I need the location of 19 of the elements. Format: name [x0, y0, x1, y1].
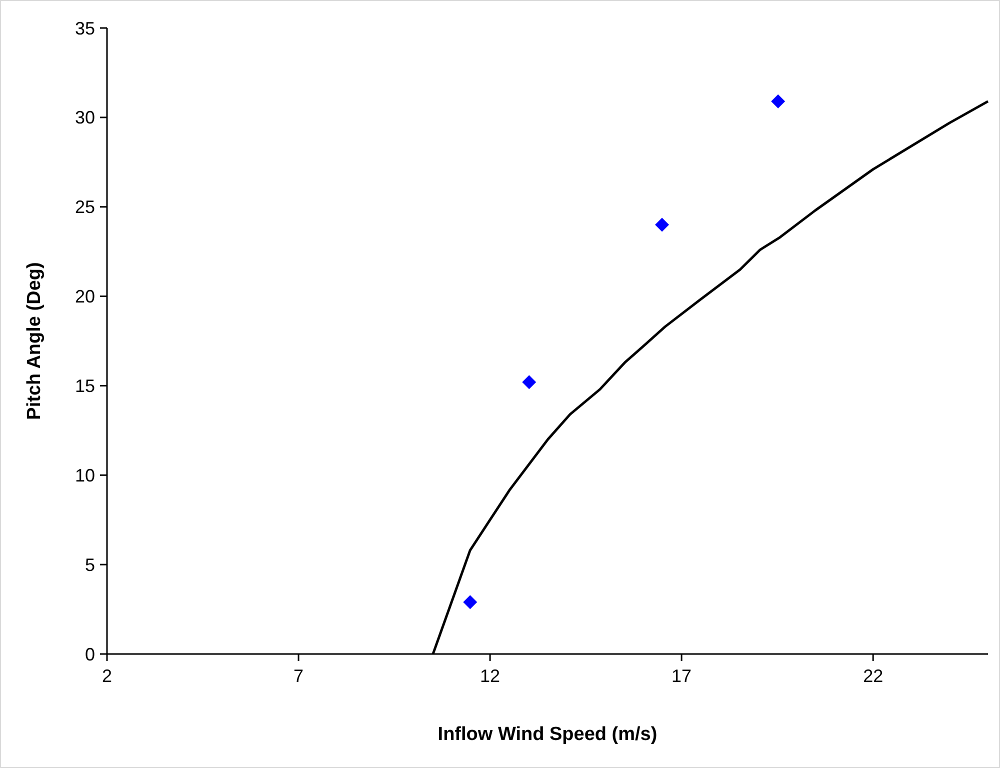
- point: [771, 94, 786, 108]
- y-tick-label: 35: [74, 18, 95, 38]
- point: [463, 595, 478, 610]
- x-axis-title: Inflow Wind Speed (m/s): [438, 724, 658, 745]
- y-tick-label: 15: [74, 376, 95, 396]
- y-tick-label: 20: [74, 286, 95, 307]
- x-tick-label: 22: [863, 666, 884, 686]
- y-tick-label: 25: [74, 197, 95, 218]
- x-tick-label: 17: [672, 666, 692, 686]
- y-axis-title: Pitch Angle (Deg): [24, 262, 45, 420]
- y-tick-label: 30: [74, 108, 95, 128]
- x-tick-label: 7: [294, 666, 304, 686]
- y-tick-label: 0: [84, 644, 95, 664]
- y-tick-label: 10: [74, 465, 95, 486]
- y-tick-label: 5: [84, 554, 95, 575]
- point: [522, 375, 536, 390]
- point: [655, 218, 670, 232]
- x-tick-label: 12: [480, 666, 500, 686]
- x-tick-label: 2: [102, 666, 112, 686]
